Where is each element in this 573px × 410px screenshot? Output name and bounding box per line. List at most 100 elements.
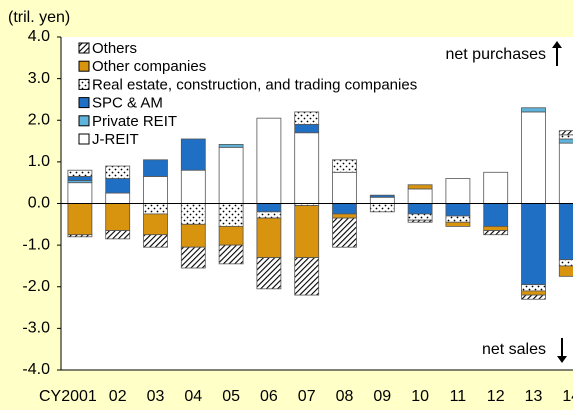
bar-segment xyxy=(218,244,244,265)
legend-label: Real estate, construction, and trading c… xyxy=(92,76,417,93)
legend-swatch xyxy=(78,60,90,72)
bar-segment xyxy=(105,178,131,194)
legend-swatch xyxy=(78,133,90,145)
bar-segment xyxy=(558,203,573,261)
y-tick-label: 3.0 xyxy=(28,70,50,87)
bar-segment xyxy=(218,146,244,204)
bar-segment xyxy=(143,213,168,236)
bar-segment xyxy=(483,225,509,231)
bar-segment xyxy=(143,234,168,248)
bar-segment xyxy=(256,217,282,259)
x-tick-label: 10 xyxy=(411,388,429,405)
bar-segment xyxy=(105,165,131,179)
legend-label: Other companies xyxy=(92,58,206,75)
unit-label: (tril. yen) xyxy=(8,9,70,26)
bar-segment xyxy=(369,194,395,198)
bar-segment xyxy=(332,203,357,215)
bar-segment xyxy=(369,196,395,204)
bar-segment xyxy=(407,219,433,223)
y-tick-label: 4.0 xyxy=(28,28,50,45)
bar-segment xyxy=(180,246,206,269)
x-tick-label: 04 xyxy=(184,388,202,405)
bar-segment xyxy=(445,178,471,204)
x-tick-label: 09 xyxy=(373,388,391,405)
bar-segment xyxy=(521,111,546,204)
bar-segment xyxy=(67,182,93,204)
bar-segment xyxy=(294,111,320,125)
x-tick-label: 05 xyxy=(222,388,240,405)
bar-segment xyxy=(369,203,395,213)
bar-segment xyxy=(445,203,471,217)
bar-segment xyxy=(105,230,131,240)
annotation: net sales xyxy=(482,341,546,358)
bar-segment xyxy=(558,130,573,136)
legend-label: J-REIT xyxy=(92,131,139,148)
x-tick-label: 12 xyxy=(487,388,505,405)
bar-segment xyxy=(67,169,93,177)
bar-segment xyxy=(256,117,282,204)
bar-segment xyxy=(521,284,546,292)
bar-segment xyxy=(445,221,471,227)
x-tick-label: 08 xyxy=(336,388,354,405)
y-tick-label: -4.0 xyxy=(22,361,50,378)
bar-segment xyxy=(294,124,320,134)
bar-segment xyxy=(180,223,206,248)
bar-segment xyxy=(105,203,131,231)
y-tick-label: -1.0 xyxy=(22,236,50,253)
bar-segment xyxy=(256,257,282,290)
bar-segment xyxy=(218,143,244,148)
bar-segment xyxy=(180,169,206,204)
bar-segment xyxy=(180,138,206,171)
y-tick-label: 2.0 xyxy=(28,111,50,128)
bar-segment xyxy=(256,203,282,213)
bar-segment xyxy=(218,225,244,246)
bar-segment xyxy=(558,259,573,267)
bar-segment xyxy=(558,142,573,204)
bar-segment xyxy=(483,203,509,227)
x-tick-label: 03 xyxy=(147,388,165,405)
bar-segment xyxy=(521,290,546,296)
bar-segment xyxy=(180,203,206,225)
bar-segment xyxy=(143,203,168,215)
x-tick-label: 11 xyxy=(450,388,467,405)
y-tick-label: -3.0 xyxy=(22,320,50,337)
y-tick-label: -2.0 xyxy=(22,278,50,295)
legend-swatch xyxy=(78,78,90,90)
bar-segment xyxy=(483,171,509,204)
y-tick-label: 0.0 xyxy=(28,195,50,212)
bar-segment xyxy=(294,205,320,259)
legend-swatch xyxy=(78,97,90,109)
bar-segment xyxy=(332,171,357,204)
legend-label: Private REIT xyxy=(92,113,177,130)
bar-segment xyxy=(218,203,244,227)
bar-segment xyxy=(521,294,546,300)
bar-segment xyxy=(407,213,433,221)
bar-segment xyxy=(558,265,573,277)
bar-segment xyxy=(332,213,357,219)
bar-segment xyxy=(105,192,131,204)
x-tick-label: 06 xyxy=(260,388,278,405)
bar-segment xyxy=(407,188,433,204)
legend-label: Others xyxy=(92,40,137,57)
bar-segment xyxy=(407,184,433,190)
bar-segment xyxy=(256,211,282,219)
bar-segment xyxy=(483,230,509,236)
bar-segment xyxy=(67,203,93,236)
bar-segment xyxy=(143,176,168,204)
bar-segment xyxy=(521,203,546,286)
arrow-head xyxy=(552,41,562,48)
bar-segment xyxy=(67,176,93,182)
bar-segment xyxy=(558,134,573,140)
arrow-head xyxy=(557,356,567,363)
bar-segment xyxy=(445,215,471,223)
y-tick-label: 1.0 xyxy=(28,153,50,170)
bar-segment xyxy=(294,132,320,204)
bar-segment xyxy=(332,217,357,248)
bar-segment xyxy=(294,257,320,296)
bar-segment xyxy=(143,159,168,177)
x-tick-label: 02 xyxy=(109,388,127,405)
x-tick-label: 14 xyxy=(562,388,573,405)
bar-segment xyxy=(332,159,357,173)
bar-segment xyxy=(67,234,93,238)
legend-swatch xyxy=(78,42,90,54)
